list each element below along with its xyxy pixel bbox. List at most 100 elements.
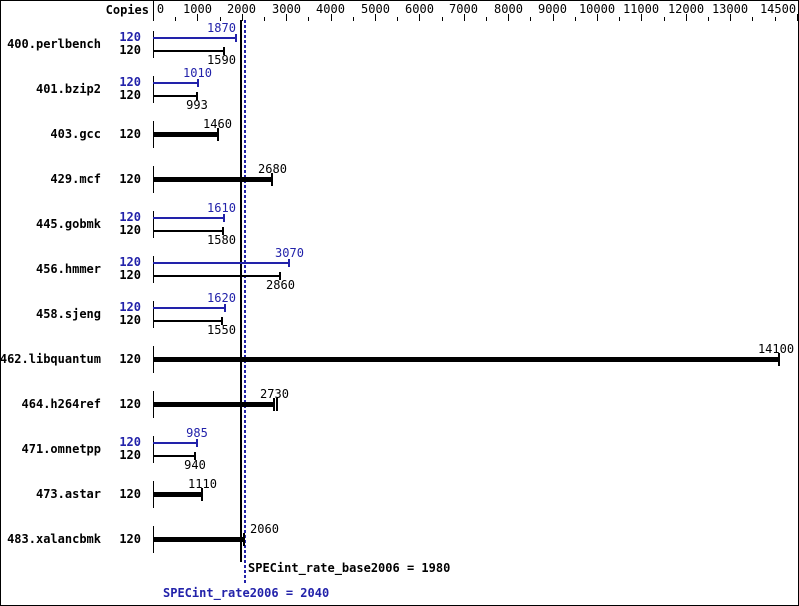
benchmark-name: 403.gcc xyxy=(50,127,101,141)
base-bar xyxy=(153,492,202,497)
axis-tick xyxy=(730,14,731,21)
peak-bar xyxy=(153,37,236,39)
axis-tick-label: 13000 xyxy=(711,2,749,16)
axis-tick xyxy=(575,17,576,21)
bar-end-cap xyxy=(778,353,780,366)
bar-end-cap xyxy=(201,488,203,501)
benchmark-name: 483.xalancbmk xyxy=(7,532,101,546)
benchmark-name: 400.perlbench xyxy=(7,37,101,51)
peak-bar xyxy=(153,262,289,264)
base-value-label: 2730 xyxy=(260,387,289,401)
axis-tick xyxy=(597,14,598,21)
bar-end-cap xyxy=(235,34,237,42)
axis-tick-label: 1000 xyxy=(183,2,212,16)
bar-end-cap xyxy=(196,92,198,100)
base-value-label: 1460 xyxy=(203,117,232,131)
axis-tick xyxy=(242,14,243,21)
peak-reference-line xyxy=(244,20,246,585)
extra-run-cap xyxy=(276,398,278,411)
benchmark-row: 429.mcf 120 2680 xyxy=(1,157,798,202)
axis-tick xyxy=(553,14,554,21)
axis-tick xyxy=(464,14,465,21)
axis-tick xyxy=(375,14,376,21)
axis-tick xyxy=(197,14,198,21)
benchmark-row: 462.libquantum 120 14100 xyxy=(1,337,798,382)
benchmark-name: 456.hmmer xyxy=(35,262,101,276)
peak-value-label: 985 xyxy=(186,426,208,440)
peak-summary-label: SPECint_rate2006 = 2040 xyxy=(163,586,330,600)
peak-bar xyxy=(153,217,224,219)
benchmark-name: 464.h264ref xyxy=(21,397,101,411)
axis-tick-label: 3000 xyxy=(272,2,301,16)
row-baseline xyxy=(153,301,154,328)
base-reference-line xyxy=(240,20,242,562)
axis-tick xyxy=(708,17,709,21)
peak-value-label: 1610 xyxy=(207,201,236,215)
axis-tick xyxy=(797,14,798,21)
base-value-label: 2680 xyxy=(258,162,287,176)
axis-tick xyxy=(442,17,443,21)
copies-label-peak: 120 xyxy=(119,435,141,449)
base-value-label: 1550 xyxy=(207,323,236,337)
benchmark-row: 445.gobmk 120 120 1610 1580 xyxy=(1,202,798,247)
row-baseline xyxy=(153,256,154,283)
base-bar xyxy=(153,402,274,407)
bar-end-cap xyxy=(288,259,290,267)
copies-label-base: 120 xyxy=(119,397,141,411)
benchmark-row: 464.h264ref 120 2730 xyxy=(1,382,798,427)
bar-end-cap xyxy=(224,304,226,312)
copies-label-peak: 120 xyxy=(119,255,141,269)
axis-tick xyxy=(664,17,665,21)
axis-tick-label: 2000 xyxy=(227,2,256,16)
copies-label-base: 120 xyxy=(119,313,141,327)
copies-label-base: 120 xyxy=(119,172,141,186)
copies-label-base: 120 xyxy=(119,88,141,102)
benchmark-name: 445.gobmk xyxy=(35,217,101,231)
benchmark-row: 483.xalancbmk 120 2060 xyxy=(1,517,798,562)
peak-value-label: 1010 xyxy=(183,66,212,80)
base-value-label: 14100 xyxy=(757,342,795,356)
axis-tick xyxy=(286,14,287,21)
base-bar xyxy=(153,320,222,322)
bar-end-cap xyxy=(217,128,219,141)
benchmark-name: 401.bzip2 xyxy=(35,82,101,96)
benchmark-row: 473.astar 120 1110 xyxy=(1,472,798,517)
axis-tick xyxy=(220,17,221,21)
axis-tick xyxy=(508,14,509,21)
copies-header: Copies xyxy=(105,3,149,17)
copies-label-base: 120 xyxy=(119,532,141,546)
row-baseline xyxy=(153,31,154,58)
axis-tick-label: 11000 xyxy=(622,2,660,16)
bar-end-cap xyxy=(196,439,198,447)
axis-tick xyxy=(530,17,531,21)
copies-label-peak: 120 xyxy=(119,300,141,314)
axis-tick-label: 0 xyxy=(156,2,165,16)
bar-end-cap xyxy=(197,79,199,87)
base-bar xyxy=(153,95,197,97)
axis-tick xyxy=(264,17,265,21)
peak-bar xyxy=(153,442,197,444)
base-bar xyxy=(153,275,280,277)
base-bar xyxy=(153,50,224,52)
axis-tick xyxy=(775,17,776,21)
benchmark-row: 458.sjeng 120 120 1620 1550 xyxy=(1,292,798,337)
bar-end-cap xyxy=(223,214,225,222)
axis-tick xyxy=(175,17,176,21)
bar-end-cap xyxy=(194,452,196,460)
bar-end-cap xyxy=(271,173,273,186)
copies-label-peak: 120 xyxy=(119,30,141,44)
copies-label-base: 120 xyxy=(119,352,141,366)
axis-tick xyxy=(686,14,687,21)
benchmark-row: 400.perlbench 120 120 1870 1590 xyxy=(1,22,798,67)
axis-tick xyxy=(353,17,354,21)
bar-end-cap xyxy=(279,272,281,280)
benchmark-name: 471.omnetpp xyxy=(21,442,101,456)
axis-tick-label: 14500 xyxy=(759,2,797,16)
copies-label-peak: 120 xyxy=(119,75,141,89)
benchmark-name: 429.mcf xyxy=(50,172,101,186)
base-value-label: 993 xyxy=(186,98,208,112)
base-value-label: 2060 xyxy=(250,522,279,536)
copies-label-base: 120 xyxy=(119,43,141,57)
axis-tick-label: 9000 xyxy=(538,2,567,16)
